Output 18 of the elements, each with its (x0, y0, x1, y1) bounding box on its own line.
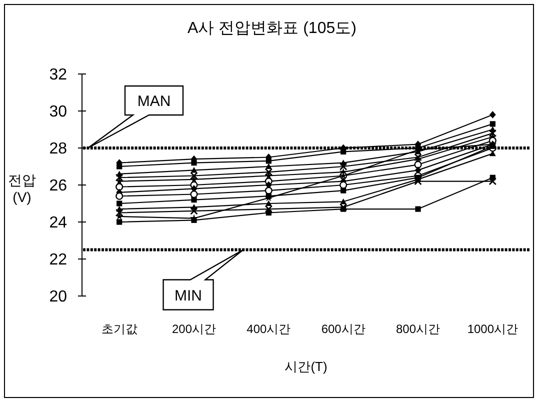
x-tick-label: 1000시간 (467, 322, 518, 336)
x-tick-label: 800시간 (396, 322, 440, 336)
y-tick-label: 20 (49, 288, 68, 306)
x-tick-label: 600시간 (321, 322, 366, 336)
y-tick-label: 22 (49, 252, 68, 268)
y-tick-label: 30 (49, 104, 68, 120)
ref-line-label: MIN (174, 287, 202, 304)
y-tick-label: 26 (49, 178, 68, 194)
y-axis-title: 전압 (V) (8, 172, 36, 205)
ref-line-label: MAN (137, 93, 171, 110)
x-tick-label: 초기값 (101, 322, 138, 336)
y-tick-label: 28 (49, 140, 68, 158)
x-axis-title: 시간(T) (284, 359, 328, 374)
y-tick-label: 32 (49, 66, 68, 84)
x-tick-label: 200시간 (172, 322, 216, 336)
y-tick-label: 24 (49, 214, 68, 232)
chart-title: A사 전압변화표 (105도) (188, 20, 356, 37)
x-tick-label: 400시간 (246, 322, 291, 336)
